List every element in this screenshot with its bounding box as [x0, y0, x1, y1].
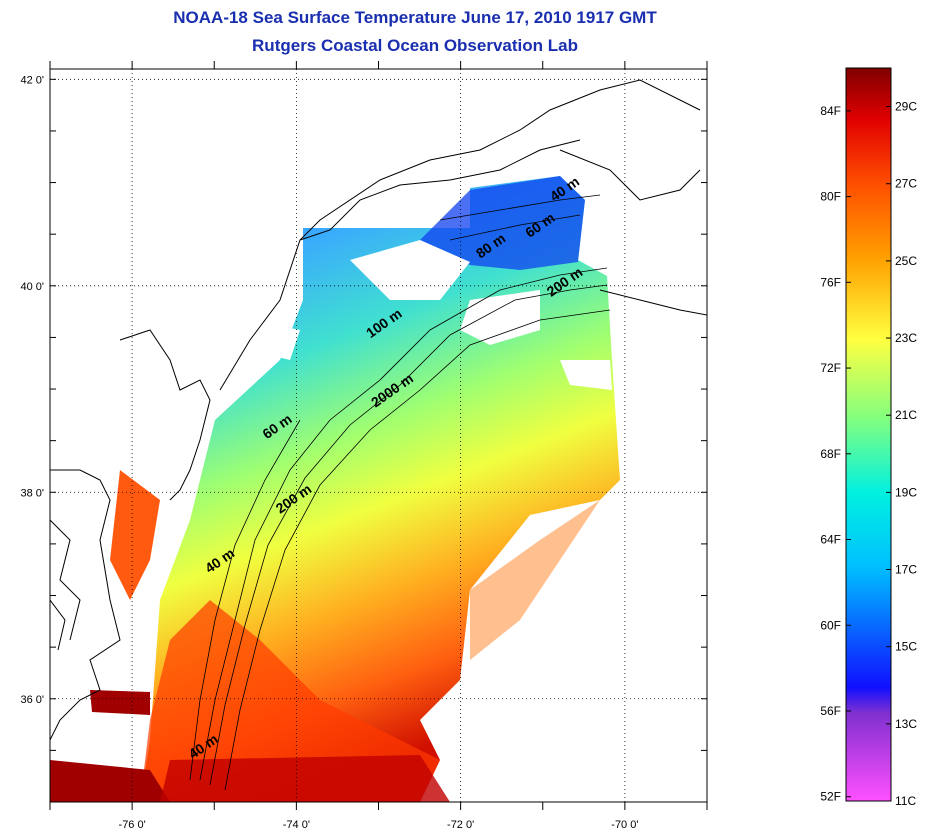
celsius-label: 25C	[895, 254, 917, 268]
celsius-label: 13C	[895, 717, 917, 731]
lat-tick-label: 38 0'	[20, 487, 44, 499]
lat-tick-label: 42 0'	[20, 74, 44, 86]
lat-tick-label: 36 0'	[20, 694, 44, 706]
isobaths	[189, 194, 611, 791]
celsius-label: 17C	[895, 563, 917, 577]
graticule	[49, 61, 708, 810]
celsius-label: 23C	[895, 331, 917, 345]
fahrenheit-label: 52F	[820, 790, 841, 804]
lon-tick-label: -72 0'	[447, 819, 474, 831]
map-title: NOAA-18 Sea Surface Temperature June 17,…	[173, 8, 657, 27]
celsius-label: 19C	[895, 485, 917, 499]
fahrenheit-label: 80F	[820, 190, 841, 204]
celsius-label: 21C	[895, 408, 917, 422]
celsius-label: 15C	[895, 640, 917, 654]
fahrenheit-label: 68F	[820, 447, 841, 461]
celsius-label: 29C	[895, 100, 917, 114]
sst-imagery	[50, 176, 620, 802]
colorbar-ticks: 29C 27C 25C 23C 21C 19C 17C 15C 13C 11C 84F 80F 76F 7…	[820, 100, 917, 808]
map-subtitle: Rutgers Coastal Ocean Observation Lab	[252, 36, 578, 55]
lon-tick-label: -74 0'	[283, 819, 310, 831]
fahrenheit-label: 76F	[820, 275, 841, 289]
lon-tick-label: -70 0'	[611, 819, 638, 831]
coastline	[50, 79, 707, 741]
fahrenheit-label: 72F	[820, 361, 841, 375]
celsius-label: 27C	[895, 177, 917, 191]
fahrenheit-label: 64F	[820, 533, 841, 547]
latitude-labels: 42 0' 40 0' 38 0' 36 0'	[20, 74, 44, 705]
longitude-labels: -76 0' -74 0' -72 0' -70 0'	[119, 819, 639, 831]
lon-tick-label: -76 0'	[119, 819, 146, 831]
celsius-label: 11C	[895, 794, 916, 808]
fahrenheit-label: 60F	[820, 618, 841, 632]
fahrenheit-label: 56F	[820, 704, 841, 718]
colorbar	[845, 67, 892, 802]
fahrenheit-label: 84F	[820, 104, 841, 118]
lat-tick-label: 40 0'	[20, 281, 44, 293]
